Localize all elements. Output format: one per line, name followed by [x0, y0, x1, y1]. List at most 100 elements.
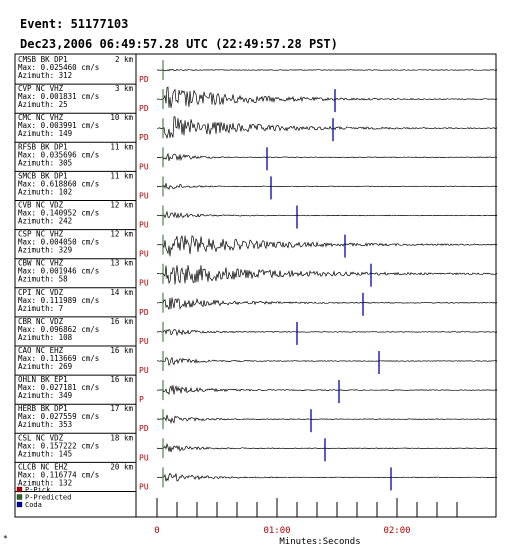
legend-label: P-Predicted — [25, 494, 71, 502]
station-row: HERB BK DP1 17 km Max: 0.027559 cm/sAzimut… — [15, 404, 498, 434]
p-pick-label: PD — [139, 308, 149, 317]
station-row: RFSB BK DP1 11 km Max: 0.035696 cm/sAzimut… — [15, 142, 498, 172]
p-pick-label: PD — [139, 104, 149, 113]
x-tick-label: 01:00 — [263, 526, 290, 536]
station-azimuth: Azimuth: 145 — [18, 449, 72, 458]
station-azimuth: Azimuth: 58 — [18, 275, 68, 284]
station-distance: 20 km — [110, 462, 133, 471]
seismogram-trace — [156, 183, 498, 190]
seismogram-trace — [156, 68, 498, 72]
station-row: CVP NC VHZ 3 km Max: 0.001831 cm/sAzimuth:… — [15, 84, 498, 114]
station-distance: 11 km — [110, 171, 133, 180]
station-max: Max: 0.027181 cm/s — [18, 383, 99, 392]
station-row: CLCB NC EHZ 20 km Max: 0.116774 cm/sAzimut… — [15, 462, 498, 492]
station-azimuth: Azimuth: 269 — [18, 362, 72, 371]
x-tick-label: 02:00 — [383, 526, 410, 536]
seismogram-trace — [156, 472, 498, 482]
x-tick-label: 0 — [154, 526, 159, 536]
p-pick-label: PU — [139, 482, 149, 491]
station-max: Max: 0.618860 cm/s — [18, 179, 99, 188]
station-name: CVP NC VHZ — [18, 84, 64, 93]
station-azimuth: Azimuth: 242 — [18, 217, 72, 226]
station-name: CMSB BK DP1 — [18, 55, 68, 64]
station-name: CVB NC VDZ — [18, 201, 64, 210]
station-max: Max: 0.157222 cm/s — [18, 441, 99, 450]
seismogram-trace — [156, 235, 498, 257]
station-max: Max: 0.111989 cm/s — [18, 296, 99, 305]
station-distance: 2 km — [115, 55, 134, 64]
station-name: HERB BK DP1 — [18, 404, 68, 413]
station-row: CPI NC VDZ 14 km Max: 0.111989 cm/sAzimuth… — [15, 288, 498, 318]
station-azimuth: Azimuth: 329 — [18, 246, 72, 255]
station-azimuth: Azimuth: 149 — [18, 129, 72, 138]
p-pick-label: PD — [139, 424, 149, 433]
legend-label: Coda — [25, 501, 42, 509]
station-max: Max: 0.001946 cm/s — [18, 267, 99, 276]
station-distance: 3 km — [115, 84, 134, 93]
station-row: CMSB BK DP1 2 km Max: 0.025460 cm/sAzimuth… — [15, 55, 498, 85]
station-name: CSP NC VHZ — [18, 230, 64, 239]
legend-swatch — [16, 494, 23, 500]
p-pick-label: PU — [139, 453, 149, 462]
station-name: CBR NC VDZ — [18, 317, 64, 326]
time-axis: 0 01:00 02:00 Minutes:Seconds — [154, 498, 458, 547]
p-pick-label: PU — [139, 337, 149, 346]
station-azimuth: Azimuth: 305 — [18, 158, 72, 167]
station-row: SMCB BK DP1 11 km Max: 0.618860 cm/sAzimut… — [15, 171, 498, 201]
station-distance: 16 km — [110, 317, 133, 326]
station-max: Max: 0.140952 cm/s — [18, 209, 99, 218]
seismogram-trace — [156, 265, 498, 285]
station-max: Max: 0.027559 cm/s — [18, 412, 99, 421]
station-name: OHLN BK EP1 — [18, 375, 68, 384]
station-distance: 13 km — [110, 259, 133, 268]
seismogram-trace — [156, 329, 498, 337]
station-name: SMCB BK DP1 — [18, 171, 68, 180]
station-distance: 10 km — [110, 113, 133, 122]
seismogram-trace — [156, 297, 498, 310]
seismogram-trace — [156, 414, 498, 425]
seismogram-trace — [156, 116, 498, 140]
station-max: Max: 0.113669 cm/s — [18, 354, 99, 363]
p-pick-label: PU — [139, 191, 149, 200]
legend-swatch — [16, 501, 23, 508]
seismogram-trace — [156, 356, 498, 367]
seismogram-trace — [156, 86, 498, 108]
station-distance: 11 km — [110, 142, 133, 151]
station-azimuth: Azimuth: 132 — [18, 478, 72, 487]
station-name: CBW NC VHZ — [18, 259, 64, 268]
station-name: CPI NC VDZ — [18, 288, 64, 297]
station-azimuth: Azimuth: 25 — [18, 100, 68, 109]
seismogram-trace — [156, 384, 498, 395]
station-max: Max: 0.004050 cm/s — [18, 238, 99, 247]
station-distance: 16 km — [110, 375, 133, 384]
legend-label: P-Pick — [25, 486, 51, 494]
p-pick-label: PU — [139, 366, 149, 375]
event-title: Event: 51177103 — [20, 17, 129, 31]
station-azimuth: Azimuth: 108 — [18, 333, 73, 342]
station-distance: 14 km — [110, 288, 133, 297]
station-row: CBW NC VHZ 13 km Max: 0.001946 cm/sAzimuth… — [15, 259, 498, 289]
station-row: CBR NC VDZ 16 km Max: 0.096862 cm/sAzimuth… — [15, 317, 498, 347]
station-row: CVB NC VDZ 12 km Max: 0.140952 cm/sAzimuth… — [15, 201, 498, 231]
station-distance: 16 km — [110, 346, 133, 355]
station-row: CSP NC VHZ 12 km Max: 0.004050 cm/sAzimuth… — [15, 230, 498, 260]
station-azimuth: Azimuth: 353 — [18, 420, 72, 429]
station-azimuth: Azimuth: 312 — [18, 71, 72, 80]
p-pick-label: PU — [139, 279, 149, 288]
station-name: RFSB BK DP1 — [18, 142, 68, 151]
station-azimuth: Azimuth: 349 — [18, 391, 72, 400]
station-max: Max: 0.096862 cm/s — [18, 325, 99, 334]
seismogram-trace — [156, 152, 498, 162]
x-axis-label: Minutes:Seconds — [279, 537, 360, 547]
station-distance: 18 km — [110, 433, 133, 442]
p-pick-label: PD — [139, 133, 149, 142]
station-name: CLCB NC EHZ — [18, 462, 68, 471]
station-azimuth: Azimuth: 102 — [18, 187, 72, 196]
station-row: OHLN BK EP1 16 km Max: 0.027181 cm/sAzimut… — [15, 375, 498, 405]
corner-mark: * — [3, 534, 8, 543]
station-max: Max: 0.003991 cm/s — [18, 121, 99, 130]
p-pick-label: PU — [139, 221, 149, 230]
seismogram-trace — [156, 210, 498, 219]
